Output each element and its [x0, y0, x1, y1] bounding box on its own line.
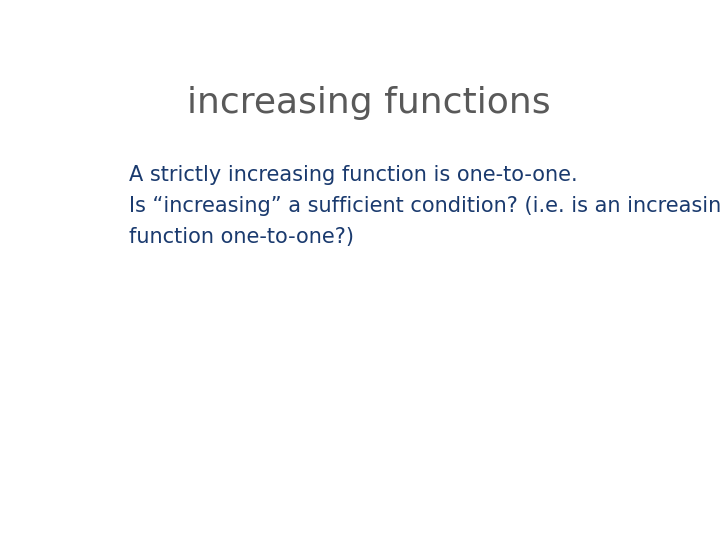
- Text: increasing functions: increasing functions: [187, 85, 551, 119]
- Text: Is “increasing” a sufficient condition? (i.e. is an increasing: Is “increasing” a sufficient condition? …: [129, 196, 720, 216]
- Text: A strictly increasing function is one-to-one.: A strictly increasing function is one-to…: [129, 165, 577, 185]
- Text: function one-to-one?): function one-to-one?): [129, 227, 354, 247]
